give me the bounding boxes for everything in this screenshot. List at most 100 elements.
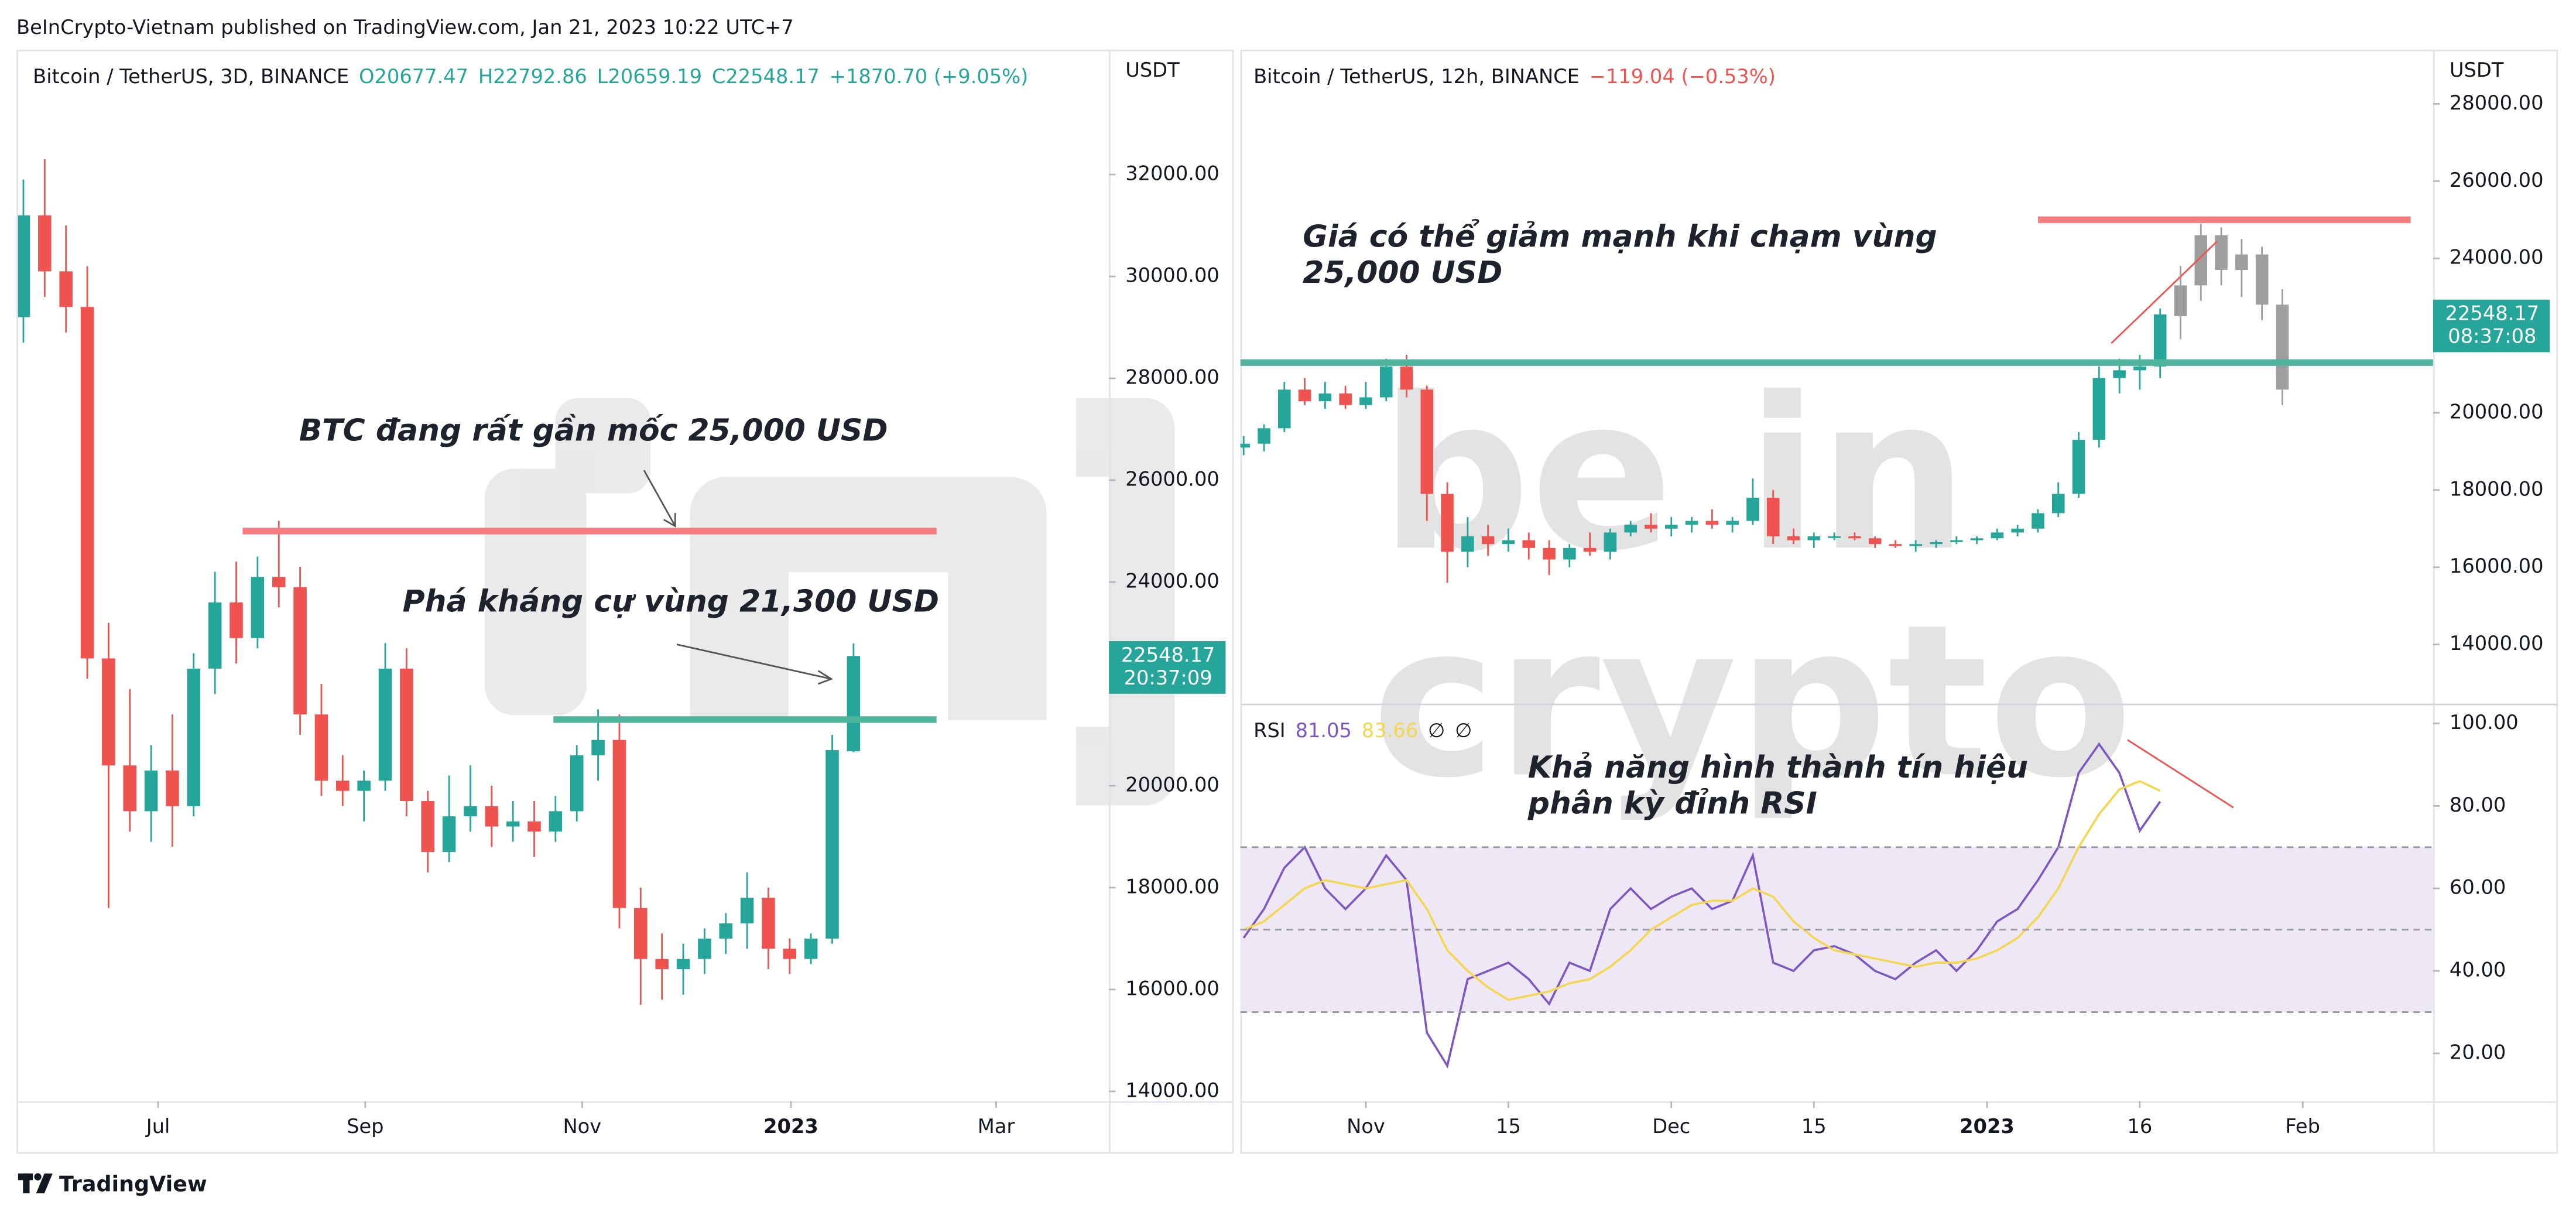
candle-body: [18, 215, 30, 317]
candle-body: [1502, 540, 1515, 545]
legend-change: +1870.70 (+9.05%): [830, 65, 1028, 88]
candle-body: [442, 816, 456, 853]
annotation: 25,000 USD: [1303, 255, 1502, 290]
plot-area: [1240, 739, 2433, 1069]
candle-body: [2032, 513, 2044, 529]
footer-brand: TradingView: [59, 1171, 207, 1196]
y-tick-label: 32000.00: [1125, 162, 1220, 185]
candle-body: [1298, 389, 1311, 402]
candle-body: [549, 811, 563, 832]
candle-body: [1318, 393, 1332, 402]
candle-body: [527, 821, 541, 832]
candle-body: [1726, 521, 1739, 525]
legend-value: 83.66: [1362, 719, 1418, 742]
candle-body: [655, 959, 669, 970]
candle-body: [272, 577, 286, 587]
y-tick-label: 20000.00: [1125, 773, 1220, 796]
candle-body: [229, 602, 243, 638]
legend-title: Bitcoin / TetherUS, 3D, BINANCE: [33, 65, 349, 88]
candle-body: [1604, 532, 1617, 552]
candle-body: [1807, 536, 1821, 540]
candle-body: [378, 668, 392, 781]
candle-body: [676, 959, 690, 970]
candle-body: [1746, 498, 1759, 521]
candle-body: [166, 770, 179, 806]
legend-change: −119.04 (−0.53%): [1590, 65, 1776, 88]
candle-body: [847, 656, 861, 752]
candle-body: [1705, 521, 1719, 525]
candle-body: [1441, 494, 1454, 552]
candle-body: [1868, 538, 1882, 545]
y-unit: USDT: [2450, 59, 2504, 81]
candle-body: [1359, 397, 1372, 405]
candle-body: [1339, 393, 1352, 405]
x-tick-label: Jul: [145, 1115, 170, 1138]
candle-body: [314, 714, 328, 781]
candle-body: [1766, 498, 1780, 536]
candle-body: [1950, 540, 1963, 542]
candle-body: [102, 658, 115, 766]
candle-body: [336, 781, 350, 791]
legend-title: RSI: [1253, 719, 1286, 742]
candle-body: [1240, 443, 1250, 448]
legend-extra: ∅: [1455, 719, 1472, 742]
y-tick-label: 28000.00: [2450, 91, 2544, 114]
countdown-label: 20:37:09: [1124, 666, 1212, 689]
y-tick-label: 60.00: [2450, 876, 2506, 899]
candle-body: [80, 307, 94, 659]
legend-ohlc: L20659.19: [597, 65, 702, 88]
y-tick-label: 100.00: [2450, 711, 2519, 734]
candle-body: [1685, 521, 1698, 525]
candle-body: [59, 271, 73, 307]
candle-body: [570, 755, 584, 812]
candle-body: [293, 587, 307, 715]
legend-ohlc: H22792.86: [478, 65, 587, 88]
y-tick-label: 26000.00: [2450, 169, 2544, 191]
annotation: BTC đang rất gần mốc 25,000 USD: [299, 413, 888, 449]
plot-area: [1240, 216, 2433, 583]
series-line: [1243, 780, 2161, 1001]
x-tick-label: 2023: [763, 1115, 818, 1138]
annotation: Phá kháng cự vùng 21,300 USD: [402, 584, 939, 619]
arrow: [643, 470, 676, 527]
candle-body: [144, 770, 158, 812]
candle-body: [1258, 428, 1270, 444]
candle-body: [1563, 547, 1576, 560]
x-tick-label: Dec: [1652, 1115, 1690, 1138]
x-tick-label: 16: [2127, 1115, 2152, 1138]
candle-body: [1645, 525, 1657, 529]
candle-body: [1848, 536, 1861, 539]
trend-line: [2127, 739, 2234, 809]
candle-body: [783, 949, 797, 959]
y-tick-label: 16000.00: [2450, 555, 2544, 577]
candle-body: [2072, 440, 2085, 494]
x-tick-label: Sep: [347, 1115, 383, 1138]
arrow-head: [663, 513, 676, 528]
x-tick-label: Feb: [2285, 1115, 2320, 1138]
candle-body: [1624, 525, 1637, 533]
y-tick-label: 18000.00: [1125, 875, 1220, 898]
candle-body: [2276, 304, 2289, 390]
arrow-head: [817, 670, 834, 685]
last-price-box: [1109, 641, 1226, 694]
candle-body: [506, 821, 520, 827]
series-line: [1242, 742, 2161, 1069]
candle-body: [1420, 389, 1434, 494]
legend-title: Bitcoin / TetherUS, 12h, BINANCE: [1253, 65, 1580, 88]
y-tick-label: 30000.00: [1125, 264, 1220, 287]
candle-body: [762, 898, 775, 949]
candle-body: [2092, 378, 2106, 440]
countdown-label: 08:37:08: [2448, 325, 2536, 348]
candle-body: [2133, 366, 2146, 371]
y-tick-label: 14000.00: [2450, 632, 2544, 655]
candle-body: [400, 668, 413, 802]
candle-body: [1828, 536, 1841, 538]
x-tick-label: 15: [1496, 1115, 1521, 1138]
y-tick-label: 40.00: [2450, 959, 2506, 981]
candle-body: [2215, 235, 2228, 270]
candle-body: [2174, 285, 2187, 317]
watermark-text: be in: [1380, 352, 1968, 597]
last-price-label: 22548.17: [1121, 644, 1215, 666]
x-tick-label: 2023: [1960, 1115, 2015, 1138]
candle-body: [634, 908, 648, 959]
